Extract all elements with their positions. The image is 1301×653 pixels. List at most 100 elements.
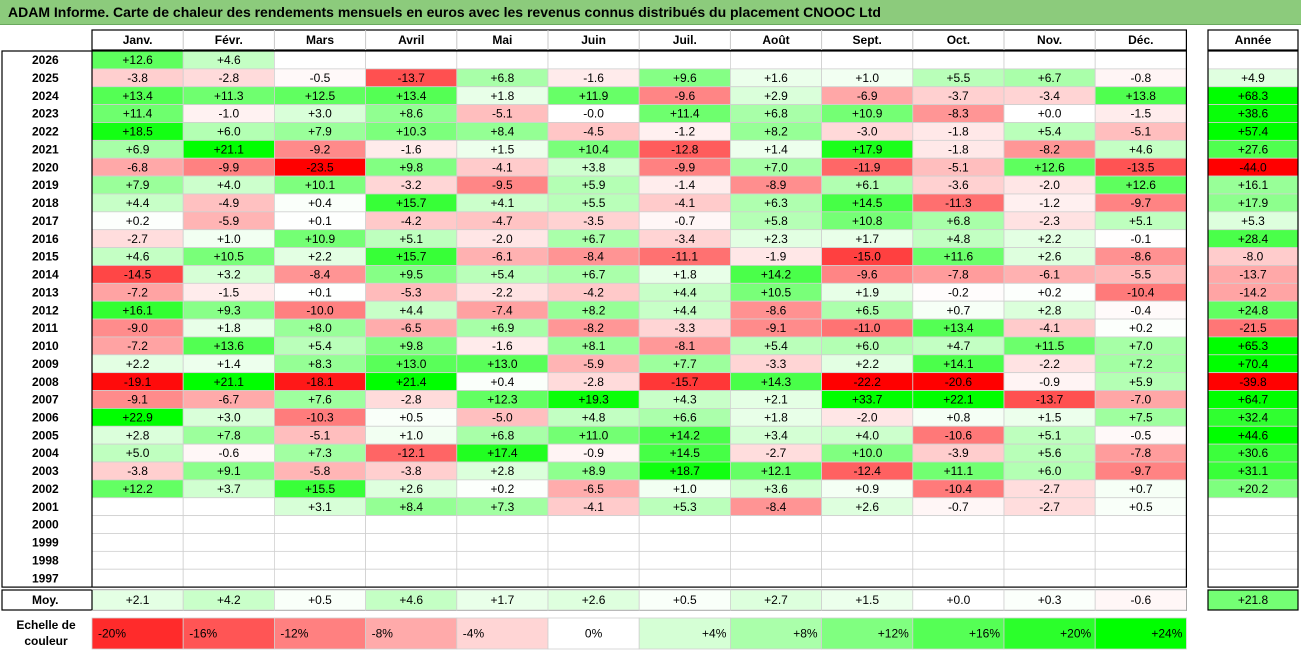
heat-cell <box>547 550 640 570</box>
cell-value: -0.7 <box>674 214 695 228</box>
year-label: 2010 <box>32 339 59 353</box>
cell-value: +10.1 <box>305 178 336 192</box>
heat-cell <box>912 550 1005 570</box>
color-scale-label-value: +8% <box>793 627 818 641</box>
heat-cell <box>182 515 275 534</box>
average-value: +4.2 <box>217 593 241 607</box>
annual-value: +64.7 <box>1238 393 1269 407</box>
cell-value: -5.8 <box>310 464 331 478</box>
heat-cell <box>638 550 731 570</box>
average-value: +2.6 <box>582 593 606 607</box>
cell-value: +15.7 <box>396 196 427 210</box>
heat-cell <box>730 568 823 588</box>
cell-value: +1.8 <box>673 268 697 282</box>
cell-value: -2.7 <box>1039 500 1060 514</box>
cell-value: -2.7 <box>1039 482 1060 496</box>
cell-value: -14.5 <box>124 268 152 282</box>
annual-value: +5.3 <box>1241 214 1265 228</box>
cell-value: +1.5 <box>1038 411 1062 425</box>
cell-value: -3.3 <box>766 357 787 371</box>
heat-cell <box>1094 568 1187 588</box>
year-label: 1999 <box>32 536 59 550</box>
annual-value: +17.9 <box>1238 196 1269 210</box>
cell-value: +5.4 <box>308 339 332 353</box>
cell-value: -3.8 <box>127 71 148 85</box>
cell-value: +11.3 <box>214 89 244 103</box>
cell-value: -4.1 <box>674 196 695 210</box>
cell-value: +8.2 <box>764 125 788 139</box>
cell-value: -8.2 <box>583 321 604 335</box>
cell-value: +3.1 <box>308 500 332 514</box>
heat-cell <box>821 515 914 534</box>
year-label: 2012 <box>32 303 59 317</box>
cell-value: -5.9 <box>218 214 239 228</box>
cell-value: +22.1 <box>943 393 974 407</box>
cell-value: +0.0 <box>1038 107 1062 121</box>
cell-value: -7.4 <box>492 303 513 317</box>
cell-value: -9.1 <box>766 321 787 335</box>
cell-value: +0.5 <box>399 411 423 425</box>
cell-value: +13.8 <box>1126 89 1157 103</box>
heat-cell <box>821 50 914 70</box>
heat-cell <box>365 568 458 588</box>
heat-cell <box>730 533 823 552</box>
year-label: 1998 <box>32 553 59 567</box>
cell-value: +7.3 <box>308 446 332 460</box>
color-scale-label: Echelle de <box>16 618 76 632</box>
cell-value: -2.8 <box>401 393 422 407</box>
year-label: 2018 <box>32 196 59 210</box>
color-scale-label-value: 0% <box>585 627 603 641</box>
cell-value: +3.2 <box>217 268 241 282</box>
annual-value: -39.8 <box>1239 375 1267 389</box>
cell-value: +6.8 <box>764 107 788 121</box>
cell-value: +4.4 <box>673 285 697 299</box>
cell-value: +5.4 <box>491 268 515 282</box>
cell-value: +1.8 <box>491 89 515 103</box>
cell-value: +0.8 <box>947 411 971 425</box>
color-scale-label-value: +20% <box>1060 627 1091 641</box>
cell-value: +2.2 <box>855 357 879 371</box>
cell-value: +6.7 <box>582 268 606 282</box>
heat-cell <box>1003 50 1096 70</box>
cell-value: +8.1 <box>582 339 606 353</box>
cell-value: +21.4 <box>396 375 427 389</box>
cell-value: -2.0 <box>857 411 878 425</box>
cell-value: -0.5 <box>310 71 331 85</box>
cell-value: +12.3 <box>487 393 518 407</box>
annual-value: -8.0 <box>1243 250 1264 264</box>
cell-value: +9.6 <box>673 71 697 85</box>
cell-value: +6.0 <box>855 339 879 353</box>
heat-cell <box>91 497 184 517</box>
cell-value: +4.0 <box>217 178 241 192</box>
heat-cell <box>456 568 549 588</box>
cell-value: +3.8 <box>582 160 606 174</box>
cell-value: +0.2 <box>1038 285 1062 299</box>
month-header: Mai <box>492 33 512 47</box>
cell-value: +7.7 <box>673 357 697 371</box>
cell-value: +22.9 <box>122 411 153 425</box>
year-label: 2022 <box>32 125 59 139</box>
cell-value: -9.0 <box>127 321 148 335</box>
color-scale-label: couleur <box>24 634 68 648</box>
cell-value: +5.3 <box>673 500 697 514</box>
cell-value: +5.6 <box>1038 446 1062 460</box>
cell-value: +6.8 <box>491 71 515 85</box>
heat-cell <box>1003 515 1096 534</box>
cell-value: +10.3 <box>396 125 427 139</box>
cell-value: +14.2 <box>670 428 701 442</box>
month-header: Sept. <box>853 33 882 47</box>
cell-value: +4.7 <box>947 339 971 353</box>
cell-value: +1.4 <box>764 142 788 156</box>
cell-value: -8.1 <box>674 339 695 353</box>
cell-value: -5.1 <box>1130 125 1151 139</box>
cell-value: +8.0 <box>308 321 332 335</box>
color-scale-swatch <box>182 617 275 650</box>
annual-value: +44.6 <box>1238 428 1269 442</box>
cell-value: -1.5 <box>218 285 239 299</box>
cell-value: +11.0 <box>579 428 609 442</box>
cell-value: +14.1 <box>943 357 974 371</box>
heat-cell <box>365 533 458 552</box>
annual-cell <box>1207 50 1299 70</box>
cell-value: +2.8 <box>491 464 515 478</box>
cell-value: +7.5 <box>1129 411 1153 425</box>
